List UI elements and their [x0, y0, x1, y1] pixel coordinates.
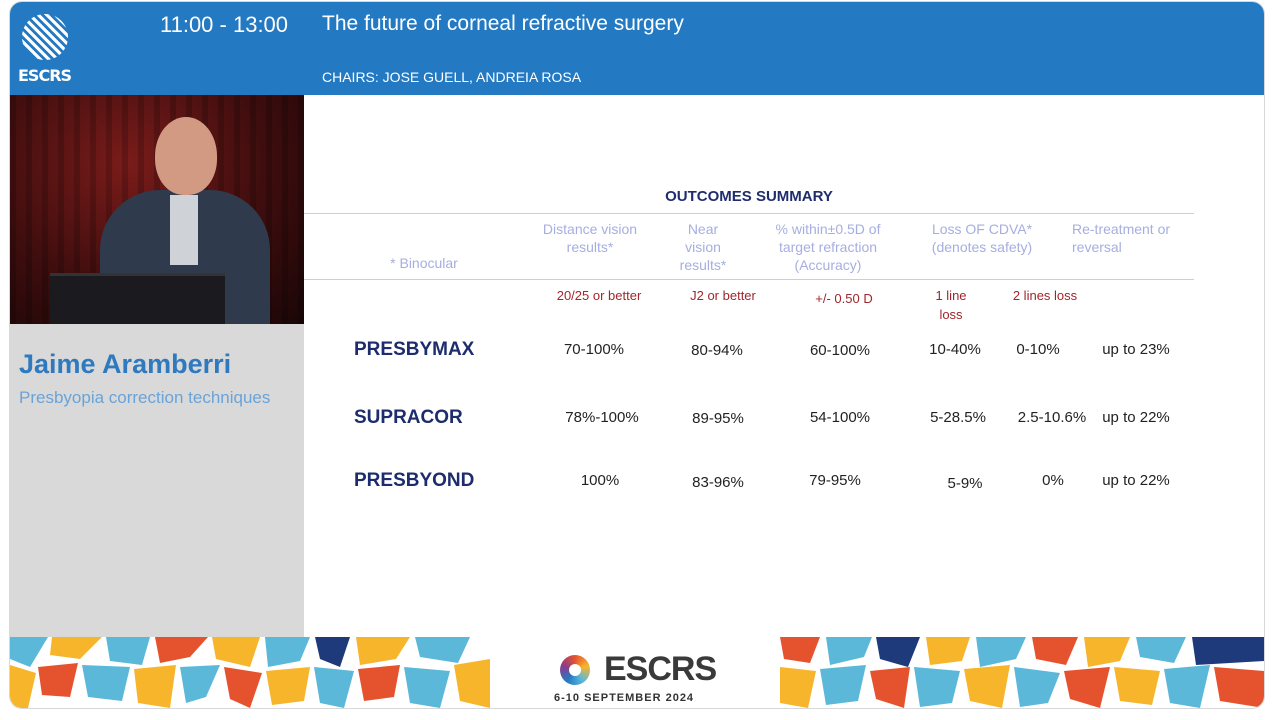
escrs-logo: ESCRS — [18, 14, 74, 88]
speaker-head — [155, 117, 217, 195]
cell-presbyond-near: 83-96% — [692, 474, 744, 491]
cell-supracor-near: 89-95% — [692, 410, 744, 427]
speaker-topic: Presbyopia correction techniques — [19, 388, 271, 407]
speaker-shirt — [170, 195, 198, 265]
escrs-logo-mark — [22, 14, 68, 60]
cell-supracor-loss2: 2.5-10.6% — [1017, 409, 1087, 426]
subhead-loss-1-line: 1 line loss — [935, 288, 967, 322]
slide-title: OUTCOMES SUMMARY — [665, 188, 833, 205]
escrs-logo-text: ESCRS — [18, 66, 72, 85]
footer-escrs-logo: ESCRS 6-10 SEPTEMBER 2024 — [554, 647, 720, 704]
cell-supracor-accuracy: 54-100% — [809, 409, 871, 426]
column-header-distance: Distance vision results* — [542, 221, 638, 255]
podium — [50, 273, 225, 324]
speaker-info-panel: Jaime Aramberri Presbyopia correction te… — [10, 324, 304, 637]
cell-presbymax-distance: 70-100% — [563, 341, 625, 358]
cell-presbymax-loss1: 10-40% — [929, 341, 981, 358]
footer-dates: 6-10 SEPTEMBER 2024 — [554, 692, 695, 704]
subhead-accuracy: +/- 0.50 D — [815, 291, 873, 306]
subhead-distance: 20/25 or better — [556, 288, 642, 303]
subhead-loss-2-lines: 2 lines loss — [1012, 288, 1078, 303]
column-header-accuracy: % within±0.5D of target refraction (Accu… — [775, 221, 881, 273]
cell-presbymax-near: 80-94% — [691, 342, 743, 359]
session-title: The future of corneal refractive surgery — [322, 12, 684, 35]
cell-supracor-distance: 78%-100% — [565, 409, 639, 426]
speaker-video[interactable] — [10, 95, 304, 324]
presentation-slide: OUTCOMES SUMMARY * Binocular Distance vi… — [304, 95, 1264, 637]
row-label-presbymax: PRESBYMAX — [354, 339, 475, 360]
column-header-cdva-loss: Loss OF CDVA* (denotes safety) — [931, 221, 1033, 255]
column-header-retreatment: Re-treatment or reversal — [1072, 221, 1171, 255]
column-header-near: Near vision results* — [679, 221, 727, 273]
cell-presbymax-accuracy: 60-100% — [809, 342, 871, 359]
cell-supracor-retreatment: up to 22% — [1102, 409, 1170, 426]
speaker-name: Jaime Aramberri — [19, 349, 232, 379]
cell-presbyond-retreatment: up to 22% — [1102, 472, 1170, 489]
subhead-near: J2 or better — [690, 288, 756, 303]
mosaic-pattern-right — [780, 637, 1264, 708]
session-header: ESCRS 11:00 - 13:00 The future of cornea… — [10, 2, 1264, 95]
table-rule-top — [304, 213, 1194, 214]
footer-brand: ESCRS — [604, 650, 717, 688]
cell-presbyond-accuracy: 79-95% — [809, 472, 861, 489]
row-label-supracor: SUPRACOR — [354, 407, 463, 428]
webinar-frame: ESCRS 11:00 - 13:00 The future of cornea… — [10, 2, 1264, 708]
escrs-ring-icon — [560, 655, 590, 685]
row-label-presbyond: PRESBYOND — [354, 470, 475, 491]
binocular-note: * Binocular — [390, 255, 458, 271]
cell-presbyond-loss2: 0% — [1042, 472, 1064, 489]
session-time: 11:00 - 13:00 — [160, 12, 289, 37]
cell-presbyond-loss1: 5-9% — [947, 475, 983, 492]
footer-banner: ESCRS 6-10 SEPTEMBER 2024 — [10, 637, 1264, 708]
session-chairs: CHAIRS: JOSE GUELL, ANDREIA ROSA — [322, 69, 582, 85]
cell-presbymax-retreatment: up to 23% — [1102, 341, 1170, 358]
cell-presbymax-loss2: 0-10% — [1016, 341, 1060, 358]
cell-supracor-loss1: 5-28.5% — [930, 409, 986, 426]
table-rule-header — [304, 279, 1194, 280]
mosaic-pattern-left — [10, 637, 490, 708]
cell-presbyond-distance: 100% — [580, 472, 620, 489]
